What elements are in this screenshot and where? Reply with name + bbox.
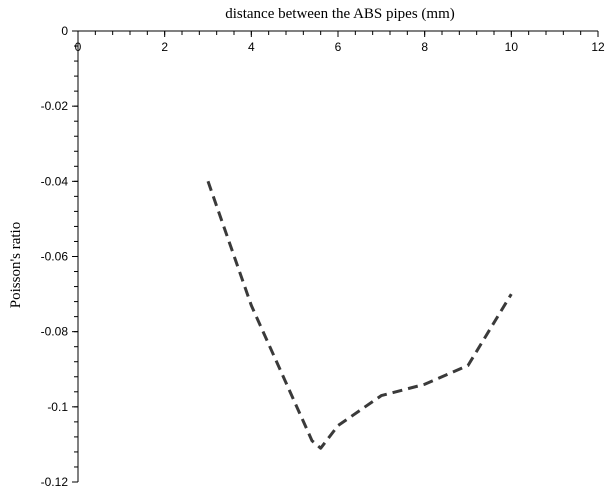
x-tick-label: 12 <box>591 40 605 54</box>
x-axis-title: distance between the ABS pipes (mm) <box>225 6 455 22</box>
x-tick-label: 2 <box>161 40 168 54</box>
x-tick-label: 6 <box>335 40 342 54</box>
x-tick-label: 4 <box>248 40 255 54</box>
x-tick-label: 0 <box>75 40 82 54</box>
y-axis-title: Poisson's ratio <box>8 222 24 308</box>
y-tick-label: -0.08 <box>41 325 69 339</box>
y-tick-label: -0.12 <box>41 475 69 489</box>
series-group <box>206 180 513 450</box>
y-tick-label: -0.1 <box>47 400 68 414</box>
y-tick-label: -0.02 <box>41 99 69 113</box>
y-tick-label: -0.04 <box>41 174 69 188</box>
y-tick-label: 0 <box>61 24 68 38</box>
series-line <box>206 180 513 450</box>
axes: 0 2 4 6 8 10 12 0 -0.02 -0.04 -0.06 -0.08 -0.1 -0.12 <box>41 24 605 489</box>
y-tick-label: -0.06 <box>41 250 69 264</box>
x-tick-label: 8 <box>421 40 428 54</box>
x-tick-label: 10 <box>505 40 519 54</box>
